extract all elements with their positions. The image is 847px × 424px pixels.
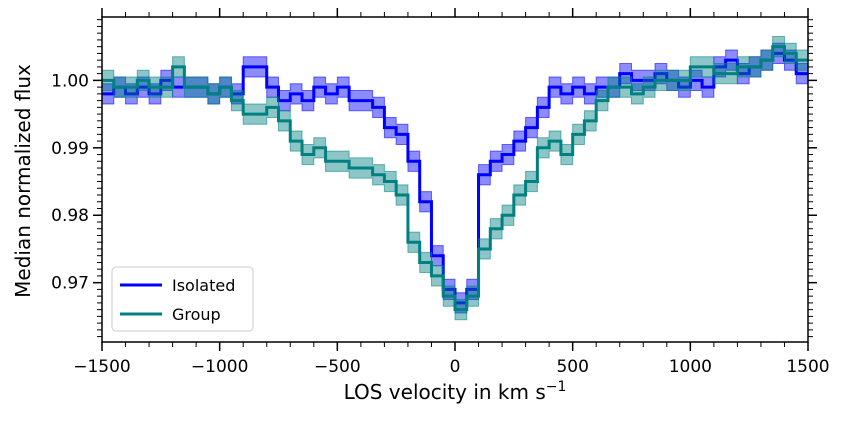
x-tick-label: 0 (450, 357, 461, 377)
x-axis-label: LOS velocity in km s−1 (344, 379, 567, 404)
x-tick-label: −500 (314, 357, 361, 377)
y-tick-label: 0.98 (51, 206, 89, 226)
x-tick-label: 1500 (786, 357, 829, 377)
legend-label-isolated: Isolated (172, 276, 235, 295)
series-line-group (102, 45, 808, 312)
y-tick-label: 0.99 (51, 139, 89, 159)
y-tick-label: 1.00 (51, 71, 89, 91)
y-axis-label: Median normalized flux (11, 64, 35, 298)
x-tick-label: 1000 (669, 357, 712, 377)
axes: −1500 −1000 −500 0 500 1000 1500 0.97 0.98 0.99 1.… (51, 8, 830, 377)
x-tick-label: 500 (556, 357, 588, 377)
y-tick-label: 0.97 (51, 274, 89, 294)
x-tick-label: −1000 (191, 357, 249, 377)
legend: Isolated Group (111, 266, 254, 332)
x-tick-label: −1500 (73, 357, 131, 377)
legend-label-group: Group (172, 305, 221, 324)
